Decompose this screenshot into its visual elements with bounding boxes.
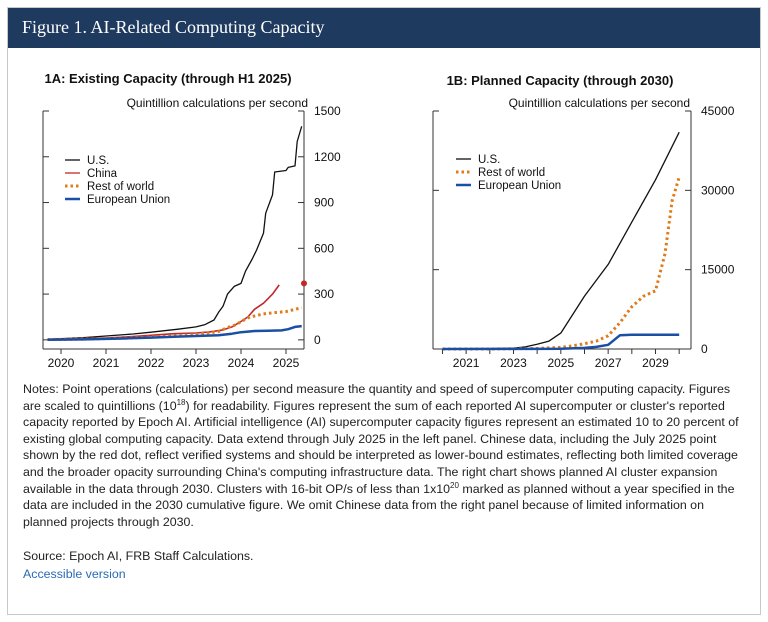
1A-xtick-label: 2020: [48, 356, 75, 370]
1A-legend-label: European Union: [87, 194, 170, 206]
1A-series-european-union: [47, 324, 302, 341]
1A-ytick-label: 0: [314, 333, 321, 347]
figure-title: Figure 1. AI-Related Computing Capacity: [22, 17, 325, 37]
figure-header: Figure 1. AI-Related Computing Capacity: [8, 8, 760, 48]
notes-text-2: ) for readability. Figures represent the…: [23, 398, 739, 496]
1A-xtick-label: 2021: [93, 356, 120, 370]
1A-xtick-label: 2022: [138, 356, 165, 370]
1A-legend-label: U.S.: [87, 155, 109, 167]
notes-sup-2: 20: [450, 480, 459, 490]
chart-1a: 1A: Existing Capacity (through H1 2025) …: [42, 71, 341, 370]
1A-series-rest-of-world: [47, 306, 303, 341]
1A-annotation-dot: [301, 280, 307, 287]
1A-ytick-label: 900: [314, 196, 334, 210]
1A-legend-label: Rest of world: [87, 181, 154, 193]
1A-xtick-label: 2024: [228, 356, 255, 370]
1A-ytick-label: 1200: [314, 150, 341, 164]
chart-1a-axes: 0 300 600 900 1200 1500 2020 2021 2022 2023 2024 20…: [42, 104, 341, 370]
1A-ytick-label: 600: [314, 241, 334, 255]
figure-notes: Notes: Point operations (calculations) p…: [23, 381, 748, 530]
accessible-version-link[interactable]: Accessible version: [23, 567, 126, 581]
chart-1a-ylabel: Quintillion calculations per second: [127, 96, 308, 110]
1A-ytick-label: 1500: [314, 104, 341, 118]
chart-1a-title: 1A: Existing Capacity (through H1 2025): [44, 71, 291, 86]
chart-1a-lines: [47, 126, 307, 341]
1A-xtick-label: 2023: [183, 356, 210, 370]
figure-source: Source: Epoch AI, FRB Staff Calculations…: [23, 549, 254, 563]
1A-ytick-label: 300: [314, 287, 334, 301]
notes-text-3: marked as planned without a year specifi…: [23, 481, 735, 529]
1A-series-u-s-: [47, 126, 303, 340]
1A-xtick-label: 2025: [273, 356, 300, 370]
1A-legend-label: China: [87, 168, 118, 180]
notes-text-1: Notes: Point operations (calculations) p…: [23, 382, 731, 413]
notes-sup-1: 18: [176, 397, 186, 407]
figure-frame: Figure 1. AI-Related Computing Capacity …: [7, 7, 761, 615]
